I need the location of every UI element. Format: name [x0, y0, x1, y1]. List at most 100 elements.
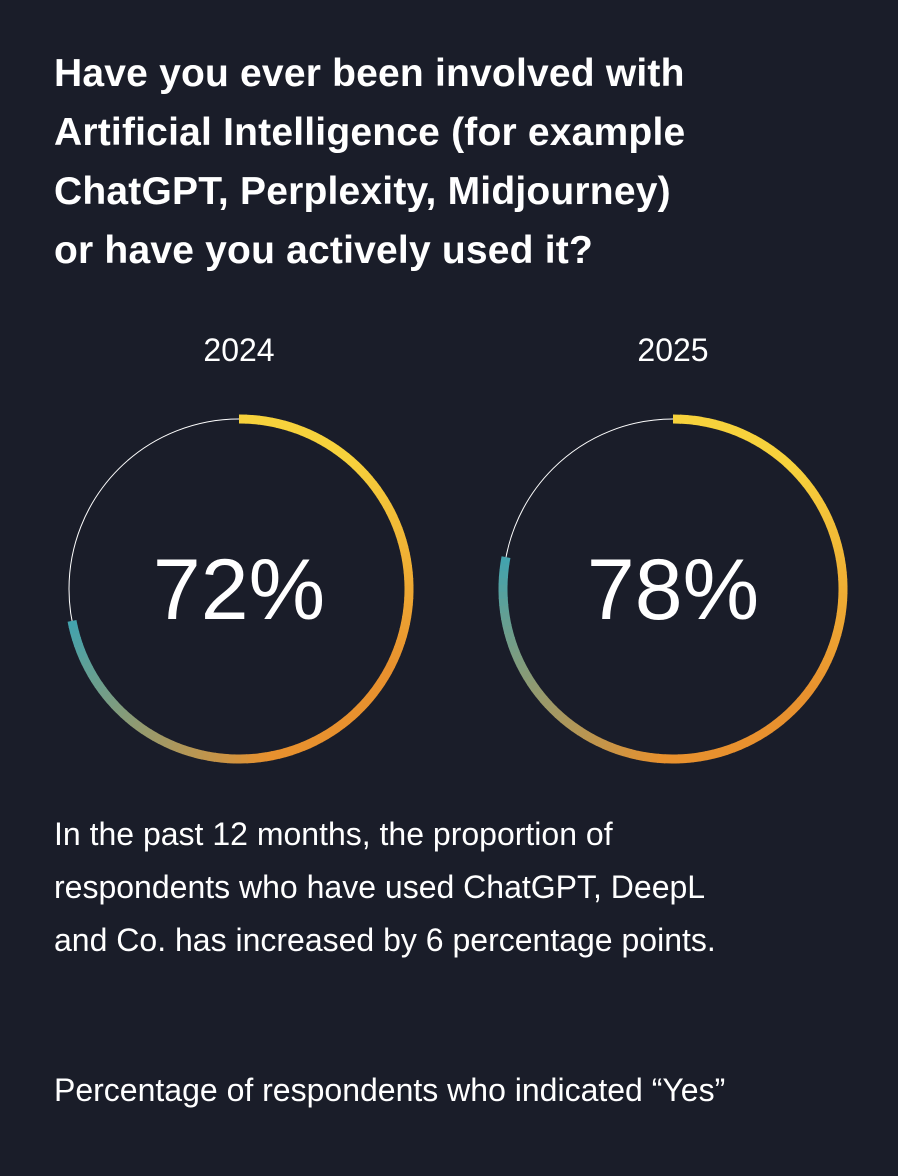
- value-arc-segment: [732, 426, 744, 438]
- value-arc-segment: [501, 617, 512, 628]
- value-arc-segment: [527, 679, 540, 692]
- value-arc-segment: [549, 705, 562, 719]
- donut-charts: 72% 78%: [67, 414, 848, 764]
- value-arc-segment: [502, 623, 514, 634]
- value-arc-segment: [699, 416, 710, 428]
- value-arc-segment: [649, 753, 659, 763]
- value-arc-segment: [826, 523, 838, 535]
- value-arc-segment: [554, 710, 567, 723]
- value-arc-segment: [782, 707, 795, 720]
- value-arc-segment: [744, 431, 757, 444]
- value-arc-segment: [820, 510, 833, 522]
- value-arc-segment: [792, 697, 805, 710]
- value-arc-segment: [499, 603, 510, 614]
- value-arc-segment: [565, 719, 578, 732]
- value-arc-segment: [704, 749, 715, 761]
- value-arc-segment: [516, 662, 529, 674]
- value-arc-segment: [749, 731, 761, 744]
- value-arc-segment: [498, 569, 509, 579]
- title-line: or have you actively used it?: [54, 229, 593, 272]
- summary-line: respondents who have used ChatGPT, DeepL: [54, 869, 706, 905]
- value-arc-segment: [772, 716, 785, 729]
- year-label-2024: 2024: [203, 332, 275, 368]
- value-arc-segment: [500, 556, 511, 565]
- value-arc-segment: [635, 750, 646, 762]
- value-arc-segment: [693, 415, 703, 426]
- value-arc-segment: [559, 715, 572, 728]
- value-arc-segment: [602, 740, 614, 752]
- value-arc-segment: [835, 612, 846, 623]
- value-arc-segment: [837, 599, 848, 609]
- value-arc-segment: [531, 685, 544, 698]
- value-arc-segment: [499, 562, 510, 572]
- value-arc-segment: [508, 643, 520, 655]
- value-arc-segment: [835, 557, 846, 567]
- value-arc-segment: [498, 597, 509, 606]
- value-arc-segment: [504, 630, 515, 641]
- value-arc-segment: [828, 529, 840, 541]
- donut-2024: 72%: [67, 414, 414, 764]
- value-arc-segment: [642, 752, 653, 763]
- value-arc-segment: [510, 649, 523, 661]
- value-arc-segment: [544, 701, 557, 714]
- value-arc-segment: [825, 645, 837, 657]
- value-arc-segment: [773, 450, 786, 463]
- value-arc-segment: [783, 459, 797, 472]
- value-arc-segment: [608, 742, 620, 755]
- value-arc-segment: [719, 421, 731, 433]
- value-arc-segment: [793, 469, 806, 482]
- value-arc-segment: [577, 727, 589, 740]
- value-arc-segment: [834, 619, 845, 630]
- value-arc-segment: [539, 695, 553, 709]
- chart-title: Have you ever been involved with Artific…: [54, 44, 854, 280]
- value-arc-segment: [822, 651, 835, 663]
- value-arc-segment: [830, 536, 842, 547]
- value-arc-segment: [583, 730, 595, 743]
- percent-label: 78%: [587, 542, 759, 638]
- value-arc-segment: [762, 442, 775, 455]
- value-arc-segment: [698, 751, 708, 762]
- value-arc-segment: [67, 619, 78, 629]
- value-arc-segment: [819, 658, 832, 670]
- donut-2025: 78%: [498, 414, 848, 764]
- value-arc-segment: [813, 670, 826, 682]
- title-line: Have you ever been involved with: [54, 52, 685, 95]
- value-arc-segment: [801, 687, 814, 700]
- value-arc-segment: [743, 735, 755, 747]
- value-arc-segment: [816, 664, 829, 676]
- summary-line: In the past 12 months, the proportion of: [54, 816, 613, 852]
- value-arc-segment: [823, 516, 836, 528]
- percent-label: 72%: [153, 542, 325, 638]
- value-arc-segment: [535, 690, 548, 703]
- value-arc-segment: [798, 474, 811, 487]
- value-arc-segment: [500, 610, 511, 621]
- value-arc-segment: [750, 435, 763, 447]
- value-arc-segment: [691, 752, 701, 763]
- value-arc-segment: [628, 749, 639, 760]
- value-arc-segment: [809, 675, 822, 688]
- value-arc-segment: [519, 668, 532, 680]
- value-arc-segment: [756, 438, 769, 451]
- value-arc-segment: [768, 446, 781, 459]
- value-arc-segment: [837, 571, 848, 581]
- value-arc-segment: [506, 637, 518, 648]
- value-arc-segment: [679, 414, 689, 425]
- value-arc-segment: [777, 712, 790, 725]
- value-arc-segment: [832, 543, 844, 554]
- value-arc-segment: [797, 692, 810, 705]
- value-arc-segment: [810, 491, 823, 504]
- value-arc-segment: [836, 564, 847, 574]
- value-arc-segment: [718, 745, 729, 757]
- value-arc-segment: [832, 626, 844, 637]
- value-arc-segment: [730, 741, 742, 753]
- value-arc-segment: [523, 674, 536, 686]
- value-arc-segment: [788, 464, 802, 477]
- value-arc-segment: [836, 606, 847, 616]
- title-line: Artificial Intelligence (for example: [54, 111, 686, 154]
- value-arc-segment: [766, 720, 779, 733]
- value-arc-segment: [834, 550, 845, 561]
- value-arc-segment: [828, 639, 840, 650]
- value-arc-segment: [802, 480, 815, 493]
- value-arc-segment: [755, 728, 767, 741]
- value-arc-segment: [571, 723, 584, 736]
